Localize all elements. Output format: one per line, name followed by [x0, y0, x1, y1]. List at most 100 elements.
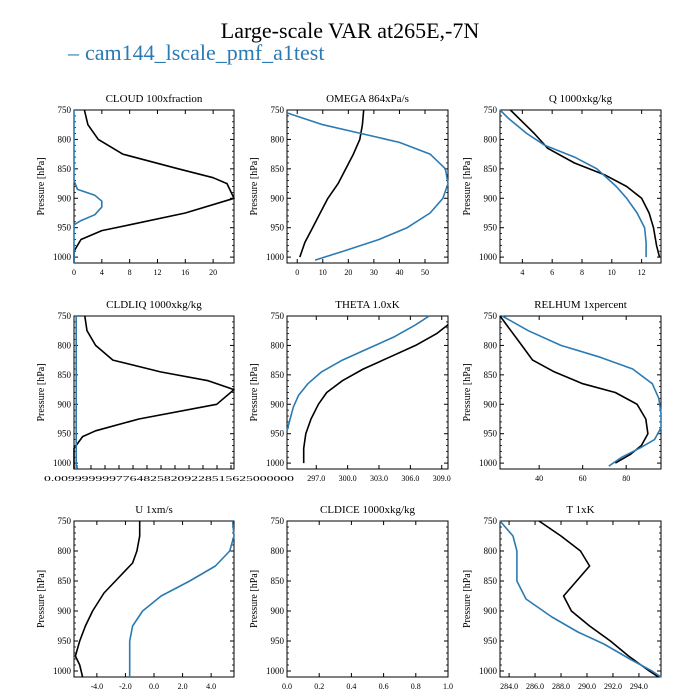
chart-title: THETA 1.0xK — [335, 299, 400, 311]
page-title: Large-scale VAR at265E,-7N — [220, 18, 480, 43]
x-tick-label: 2.0 — [178, 682, 188, 691]
chart-panel-2: OMEGA 864xPa/s Pressure [hPa] 750 800 850 900… — [249, 93, 449, 277]
chart-title: U 1xm/s — [135, 504, 173, 516]
x-tick-label: 0.2 — [314, 682, 324, 691]
x-tick-label: 4 — [100, 268, 104, 277]
y-tick-label: 950 — [484, 429, 498, 439]
y-tick-label: 800 — [271, 134, 285, 144]
x-tick-label: 0.6 — [379, 682, 389, 691]
series-line-obs — [73, 315, 235, 469]
y-tick-label: 1000 — [266, 666, 285, 676]
y-tick-label: 900 — [271, 193, 285, 203]
plot-frame — [286, 520, 449, 678]
plot-frame — [499, 109, 662, 264]
y-tick-label: 850 — [58, 370, 72, 380]
x-tick-label: 0 — [295, 268, 299, 277]
plot-frame — [499, 315, 662, 470]
x-tick-label: 284.0 — [500, 682, 518, 691]
y-tick-label: 1000 — [266, 252, 285, 262]
x-tick-label: 300.0 — [339, 474, 357, 483]
x-tick-label: 0.0 — [149, 682, 159, 691]
x-tick-label: 0.00999999977648258209228515625000000 — [44, 475, 295, 483]
y-axis-label: Pressure [hPa] — [36, 157, 47, 215]
series-line-model — [499, 109, 647, 258]
y-tick-label: 750 — [58, 516, 72, 526]
y-tick-label: 750 — [484, 311, 498, 321]
series-line-model — [499, 520, 662, 678]
y-tick-label: 1000 — [479, 666, 498, 676]
x-tick-label: -4.0 — [91, 682, 104, 691]
x-tick-label: 297.0 — [307, 474, 325, 483]
x-tick-label: 16 — [181, 268, 189, 277]
y-tick-label: 750 — [271, 516, 285, 526]
x-tick-label: 60 — [579, 474, 587, 483]
chart-panel-3: Q 1000xkg/kg Pressure [hPa] 750 800 850 900 95… — [462, 93, 662, 277]
y-tick-label: 850 — [484, 164, 498, 174]
x-tick-label: 0.8 — [411, 682, 421, 691]
y-tick-label: 750 — [271, 105, 285, 115]
x-tick-label: 8 — [580, 268, 584, 277]
x-tick-label: 286.0 — [526, 682, 544, 691]
x-tick-label: 80 — [622, 474, 630, 483]
y-axis-label: Pressure [hPa] — [36, 570, 47, 628]
x-tick-label: 20 — [209, 268, 217, 277]
legend-swatch: – — [68, 40, 79, 65]
x-tick-label: 0 — [72, 268, 76, 277]
x-tick-label: 50 — [421, 268, 429, 277]
series-line-model — [286, 112, 449, 261]
y-tick-label: 950 — [58, 636, 72, 646]
x-tick-label: 4 — [520, 268, 524, 277]
x-tick-label: 12 — [153, 268, 161, 277]
chart-panel-6: RELHUM 1xpercent Pressure [hPa] 750 800 850 9… — [462, 299, 662, 483]
y-tick-label: 950 — [484, 223, 498, 233]
y-tick-label: 900 — [484, 193, 498, 203]
series-line-obs — [509, 109, 661, 258]
y-axis-label: Pressure [hPa] — [36, 363, 47, 421]
plot-frame — [286, 109, 449, 264]
chart-title: T 1xK — [566, 504, 594, 516]
y-tick-label: 750 — [484, 105, 498, 115]
y-tick-label: 900 — [484, 606, 498, 616]
series-line-model — [128, 520, 235, 677]
plot-frame — [499, 520, 662, 678]
y-tick-label: 800 — [58, 546, 72, 556]
y-tick-label: 850 — [271, 576, 285, 586]
chart-title: Q 1000xkg/kg — [549, 93, 613, 105]
y-axis-label: Pressure [hPa] — [462, 363, 473, 421]
x-tick-label: -2.0 — [119, 682, 132, 691]
y-tick-label: 950 — [271, 223, 285, 233]
chart-title: RELHUM 1xpercent — [534, 299, 627, 311]
y-tick-label: 850 — [271, 370, 285, 380]
chart-title: CLOUD 100xfraction — [106, 93, 203, 105]
y-tick-label: 800 — [58, 340, 72, 350]
series-line-obs — [302, 324, 449, 464]
x-tick-label: 12 — [638, 268, 646, 277]
x-tick-label: 303.0 — [370, 474, 388, 483]
chart-title: OMEGA 864xPa/s — [326, 93, 409, 105]
y-tick-label: 950 — [484, 636, 498, 646]
x-tick-label: 6 — [550, 268, 554, 277]
y-tick-label: 1000 — [53, 458, 72, 468]
y-axis-label: Pressure [hPa] — [462, 157, 473, 215]
x-tick-label: 30 — [370, 268, 378, 277]
series-line-obs — [74, 521, 141, 678]
y-tick-label: 850 — [271, 164, 285, 174]
y-tick-label: 1000 — [266, 458, 285, 468]
x-tick-label: 10 — [319, 268, 327, 277]
y-tick-label: 900 — [58, 193, 72, 203]
y-tick-label: 1000 — [53, 252, 72, 262]
x-tick-label: 0.4 — [346, 682, 356, 691]
x-tick-label: 0.0 — [282, 682, 292, 691]
x-tick-label: 10 — [608, 268, 616, 277]
plot-frame — [286, 315, 449, 470]
x-tick-label: 8 — [128, 268, 132, 277]
y-tick-label: 1000 — [479, 252, 498, 262]
y-tick-label: 800 — [484, 134, 498, 144]
series-line-obs — [299, 109, 365, 258]
y-tick-label: 850 — [484, 370, 498, 380]
x-tick-label: 294.0 — [630, 682, 648, 691]
y-tick-label: 750 — [58, 311, 72, 321]
y-axis-label: Pressure [hPa] — [462, 570, 473, 628]
